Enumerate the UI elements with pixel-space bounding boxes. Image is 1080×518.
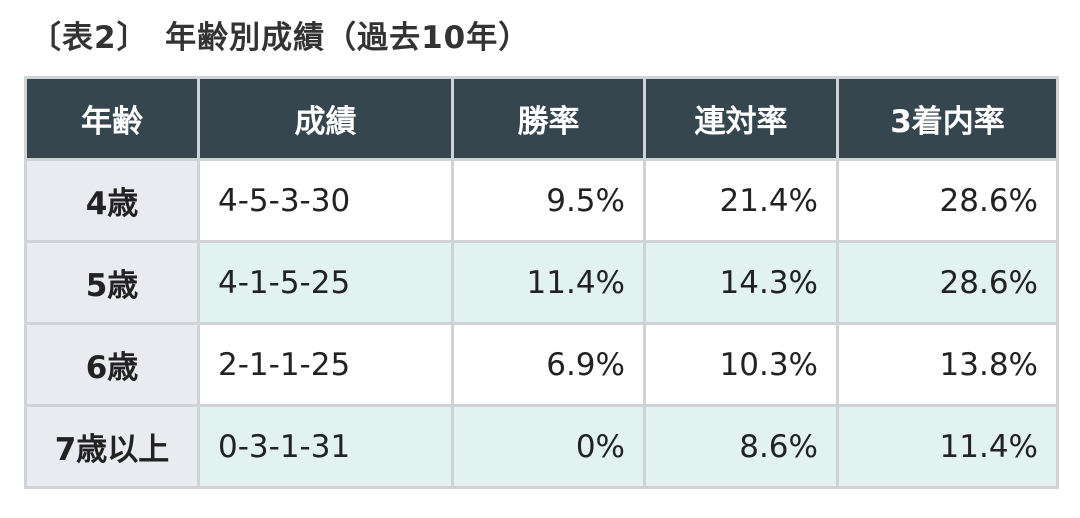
column-header: 連対率 bbox=[643, 76, 839, 161]
table-row: 7歳以上 0-3-1-31 0% 8.6% 11.4% bbox=[24, 404, 1059, 489]
table-cell: 4-1-5-25 bbox=[197, 240, 454, 325]
table-cell: 11.4% bbox=[836, 404, 1059, 489]
table-cell: 13.8% bbox=[836, 322, 1059, 407]
row-header: 5歳 bbox=[24, 240, 200, 325]
table-cell: 21.4% bbox=[643, 158, 839, 243]
table-cell: 8.6% bbox=[643, 404, 839, 489]
table-row: 4歳 4-5-3-30 9.5% 21.4% 28.6% bbox=[24, 158, 1059, 243]
table-cell: 4-5-3-30 bbox=[197, 158, 454, 243]
table-row: 6歳 2-1-1-25 6.9% 10.3% 13.8% bbox=[24, 322, 1059, 407]
column-header: 年齢 bbox=[24, 76, 200, 161]
table-cell: 2-1-1-25 bbox=[197, 322, 454, 407]
table-cell: 6.9% bbox=[451, 322, 646, 407]
table-cell: 0% bbox=[451, 404, 646, 489]
table-cell: 10.3% bbox=[643, 322, 839, 407]
column-header: 勝率 bbox=[451, 76, 646, 161]
table-cell: 11.4% bbox=[451, 240, 646, 325]
column-header: 3着内率 bbox=[836, 76, 1059, 161]
table-cell: 9.5% bbox=[451, 158, 646, 243]
table-cell: 0-3-1-31 bbox=[197, 404, 454, 489]
table-row: 5歳 4-1-5-25 11.4% 14.3% 28.6% bbox=[24, 240, 1059, 325]
results-table: 年齢 成績 勝率 連対率 3着内率 4歳 4-5-3-30 9.5% 21.4% 28.6% 5歳… bbox=[24, 76, 1059, 489]
header-row: 年齢 成績 勝率 連対率 3着内率 bbox=[24, 76, 1059, 161]
table-body: 4歳 4-5-3-30 9.5% 21.4% 28.6% 5歳 4-1-5-25 11.4% 1… bbox=[24, 158, 1059, 489]
table-cell: 28.6% bbox=[836, 158, 1059, 243]
table-cell: 28.6% bbox=[836, 240, 1059, 325]
row-header: 4歳 bbox=[24, 158, 200, 243]
table-title: 〔表2〕 年齢別成績（過去10年） bbox=[30, 20, 531, 56]
column-header: 成績 bbox=[197, 76, 454, 161]
row-header: 7歳以上 bbox=[24, 404, 200, 489]
row-header: 6歳 bbox=[24, 322, 200, 407]
table-cell: 14.3% bbox=[643, 240, 839, 325]
